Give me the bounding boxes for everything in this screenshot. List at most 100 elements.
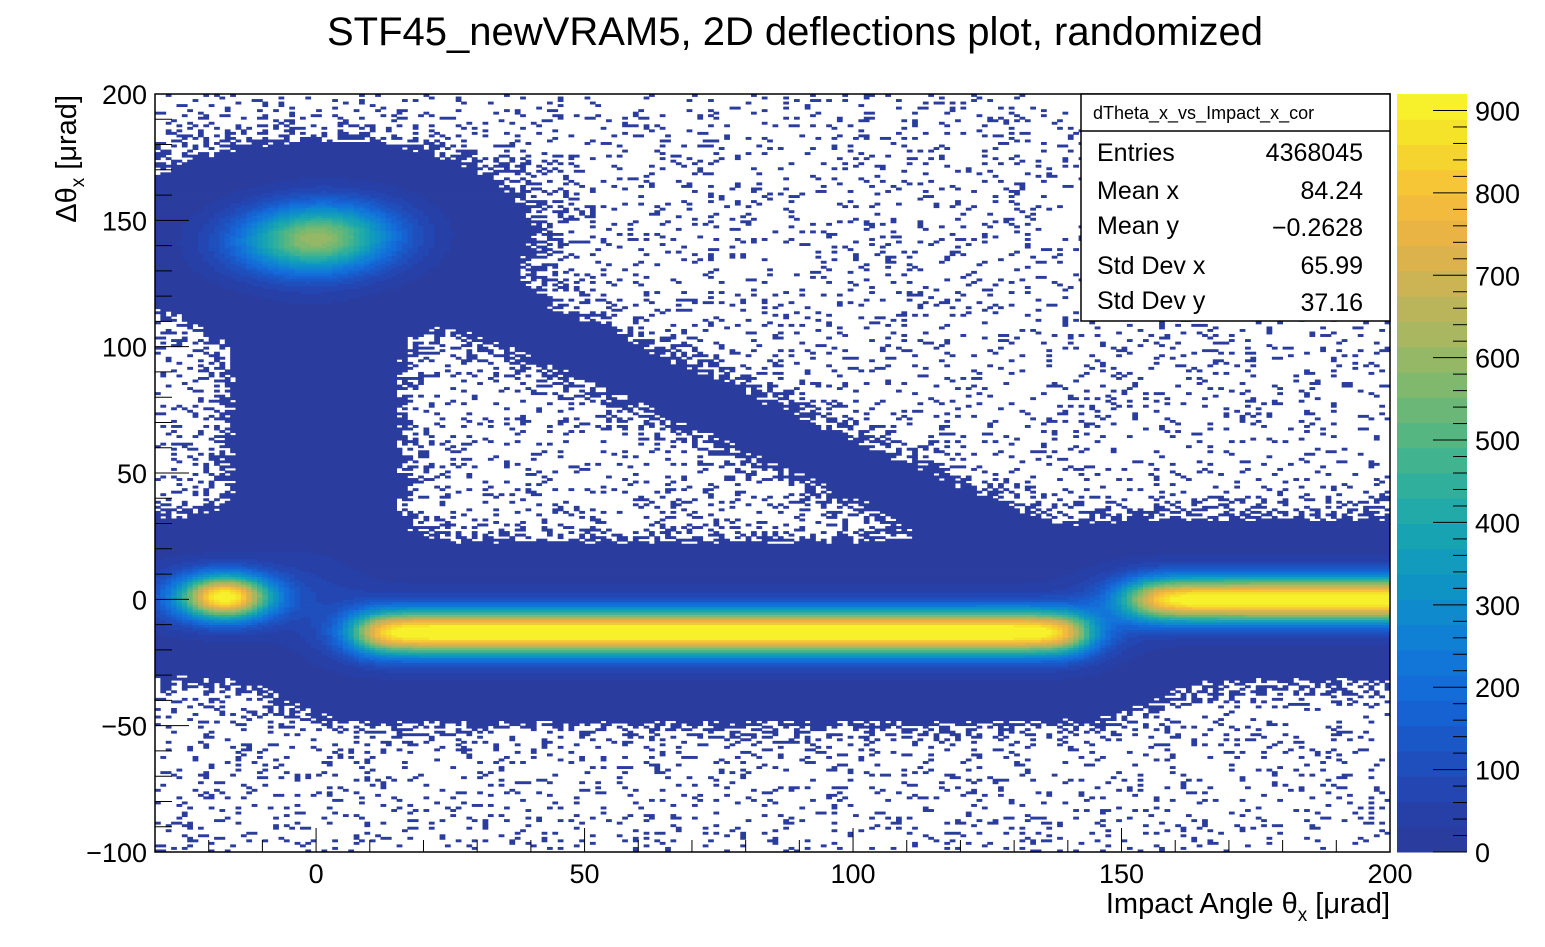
heatmap-cell bbox=[224, 483, 414, 487]
heatmap-cell bbox=[1105, 619, 1133, 623]
heatmap-cell bbox=[176, 594, 183, 598]
heatmap-cell bbox=[1143, 579, 1155, 583]
heatmap-cell bbox=[1148, 622, 1165, 625]
heatmap-cell bbox=[326, 791, 333, 795]
heatmap-cell bbox=[853, 409, 859, 413]
heatmap-cell bbox=[1132, 596, 1139, 600]
heatmap-cell bbox=[1067, 644, 1074, 648]
heatmap-cell bbox=[230, 485, 408, 489]
heatmap-cell bbox=[1153, 576, 1165, 580]
heatmap-cell bbox=[874, 738, 881, 742]
heatmap-cell bbox=[740, 462, 747, 466]
heatmap-cell bbox=[1100, 584, 1106, 588]
heatmap-cell bbox=[1121, 389, 1128, 393]
heatmap-cell bbox=[1067, 596, 1090, 600]
heatmap-cell bbox=[1062, 632, 1069, 636]
heatmap-cell bbox=[326, 763, 333, 767]
heatmap-cell bbox=[1153, 796, 1160, 800]
heatmap-cell bbox=[568, 465, 580, 469]
heatmap-cell bbox=[299, 569, 360, 572]
heatmap-cell bbox=[992, 419, 999, 423]
heatmap-cell bbox=[708, 839, 714, 843]
heatmap-cell bbox=[1132, 611, 1139, 615]
heatmap-cell bbox=[192, 563, 210, 567]
heatmap-cell bbox=[1143, 705, 1165, 709]
heatmap-cell bbox=[847, 778, 854, 782]
heatmap-cell bbox=[321, 649, 333, 653]
heatmap-cell bbox=[278, 725, 296, 729]
heatmap-cell bbox=[208, 763, 215, 767]
heatmap-cell bbox=[273, 614, 279, 618]
heatmap-cell bbox=[1202, 685, 1219, 689]
heatmap-cell bbox=[922, 366, 929, 370]
heatmap-cell bbox=[1368, 811, 1375, 815]
heatmap-cell bbox=[461, 417, 467, 421]
heatmap-cell bbox=[1126, 617, 1139, 620]
heatmap-cell bbox=[557, 419, 569, 423]
heatmap-cell bbox=[208, 589, 215, 593]
heatmap-cell bbox=[611, 533, 623, 537]
heatmap-cell bbox=[1094, 440, 1101, 444]
heatmap-cell bbox=[643, 419, 650, 423]
heatmap-cell bbox=[1363, 821, 1375, 825]
heatmap-cell bbox=[1314, 811, 1321, 815]
heatmap-cell bbox=[455, 533, 462, 537]
heatmap-cell bbox=[160, 589, 167, 593]
heatmap-cell bbox=[498, 834, 505, 838]
heatmap-cell bbox=[1137, 601, 1144, 605]
heatmap-cell bbox=[546, 376, 553, 380]
heatmap-cell bbox=[643, 725, 650, 729]
heatmap-cell bbox=[466, 826, 473, 830]
heatmap-cell bbox=[1116, 349, 1128, 353]
heatmap-cell bbox=[514, 528, 526, 532]
heatmap-cell bbox=[751, 349, 757, 353]
heatmap-cell bbox=[1325, 725, 1332, 729]
heatmap-cell bbox=[235, 755, 242, 759]
heatmap-cell bbox=[912, 457, 918, 461]
heatmap-cell bbox=[1320, 518, 1326, 522]
heatmap-cell bbox=[1073, 642, 1079, 646]
heatmap-cell bbox=[299, 728, 306, 732]
heatmap-cell bbox=[1191, 695, 1198, 699]
heatmap-cell bbox=[536, 384, 553, 388]
heatmap-cell bbox=[450, 462, 457, 466]
heatmap-cell bbox=[342, 619, 349, 623]
heatmap-cell bbox=[1271, 781, 1278, 785]
heatmap-cell bbox=[1159, 326, 1165, 330]
heatmap-cell bbox=[691, 445, 698, 449]
heatmap-cell bbox=[1094, 563, 1128, 567]
heatmap-cell bbox=[1298, 437, 1305, 441]
heatmap-cell bbox=[1110, 730, 1117, 734]
heatmap-cell bbox=[171, 574, 177, 577]
heatmap-cell bbox=[1067, 639, 1074, 643]
heatmap-cell bbox=[1287, 427, 1294, 431]
heatmap-cell bbox=[1137, 596, 1144, 600]
heatmap-cell bbox=[826, 483, 956, 487]
heatmap-cell bbox=[1073, 632, 1079, 636]
heatmap-cell bbox=[1266, 836, 1273, 840]
heatmap-cell bbox=[863, 730, 875, 734]
heatmap-cell bbox=[1126, 518, 1149, 522]
heatmap-cell bbox=[155, 604, 161, 608]
heatmap-cell bbox=[219, 397, 408, 401]
heatmap-cell bbox=[1078, 637, 1085, 641]
heatmap-cell bbox=[224, 389, 398, 393]
heatmap-cell bbox=[471, 526, 478, 529]
heatmap-cell bbox=[1078, 624, 1085, 628]
heatmap-cell bbox=[793, 361, 800, 365]
heatmap-cell bbox=[1341, 384, 1353, 388]
heatmap-cell bbox=[1169, 483, 1176, 487]
heatmap-cell bbox=[885, 826, 892, 830]
heatmap-cell bbox=[192, 462, 199, 466]
heatmap-cell bbox=[1105, 589, 1112, 593]
heatmap-cell bbox=[240, 574, 247, 577]
heatmap-cell bbox=[1100, 811, 1106, 815]
heatmap-cell bbox=[391, 622, 403, 625]
heatmap-cell bbox=[885, 733, 897, 737]
heatmap-cell bbox=[1083, 432, 1090, 436]
heatmap-cell bbox=[1325, 450, 1337, 454]
heatmap-cell bbox=[294, 821, 301, 825]
heatmap-cell bbox=[1304, 452, 1316, 456]
heatmap-cell bbox=[1287, 788, 1294, 792]
